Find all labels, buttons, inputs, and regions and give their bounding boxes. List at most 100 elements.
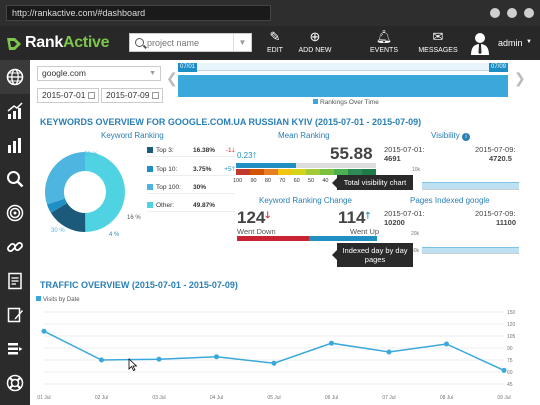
- pages-from-value: 10200: [384, 218, 405, 227]
- data-point[interactable]: [329, 340, 334, 346]
- messages-button[interactable]: ✉ MESSAGES: [417, 29, 459, 59]
- mouse-cursor-icon: [128, 358, 137, 371]
- pie-label-top3: 16 %: [127, 215, 141, 221]
- ranking-row-top3: Top 3: 16.38% -1🡓: [147, 144, 235, 157]
- lifebuoy-icon: [6, 374, 24, 392]
- rankings-timeline[interactable]: 07/01 07/09 Rankings Over Time: [178, 63, 508, 109]
- sidebar-item-search[interactable]: [0, 162, 30, 196]
- date-to-value: 2015-07-09: [106, 90, 150, 100]
- went-up-number: 114: [338, 208, 366, 227]
- keyword-ranking-title: Keyword Ranking: [101, 131, 164, 140]
- maximize-button[interactable]: [507, 8, 517, 18]
- pages-indexed-chart[interactable]: [422, 235, 519, 254]
- traffic-legend-label: Visits by Date: [43, 297, 80, 303]
- messages-label: MESSAGES: [418, 47, 458, 54]
- chevron-down-icon[interactable]: ▼: [233, 34, 251, 51]
- scale-tick: 50: [307, 178, 315, 184]
- search-engine-value: google.com: [42, 68, 86, 78]
- user-caret-icon: ▼: [526, 39, 532, 45]
- y-tick-label: 120: [507, 322, 516, 328]
- legend-swatch: [147, 184, 153, 190]
- scale-tick: 70: [279, 178, 286, 184]
- sidebar-item-support[interactable]: [0, 366, 30, 400]
- visibility-chart[interactable]: [422, 172, 519, 190]
- x-tick-label: 09 Jul: [497, 395, 510, 401]
- sidebar-item-links[interactable]: [0, 230, 30, 264]
- went-down-value: 124🡓: [237, 208, 270, 228]
- events-button[interactable]: 🔔︎ EVENTS: [368, 29, 400, 59]
- search-input[interactable]: [147, 36, 232, 49]
- arrow-up-icon: 🡑: [365, 210, 371, 220]
- data-point[interactable]: [99, 357, 104, 363]
- calendar-icon: [88, 92, 95, 99]
- timeline-prev-icon[interactable]: ❮: [166, 70, 178, 86]
- app-header: RankActive ▼ ✎ EDIT ⊕ ADD NEW 🔔︎ EVENTS …: [0, 26, 540, 60]
- add-new-button[interactable]: ⊕ ADD NEW: [297, 29, 333, 59]
- pie-label-top10: 4 %: [109, 232, 120, 238]
- donut-slice-top3[interactable]: [50, 202, 86, 232]
- add-new-label: ADD NEW: [298, 47, 332, 54]
- row-label: Top 10:: [156, 166, 178, 173]
- browser-titlebar: http://rankactive.com/#dashboard: [0, 0, 540, 26]
- row-value: 49.87%: [193, 202, 216, 209]
- timeline-next-icon[interactable]: ❯: [514, 70, 526, 86]
- donut-slice-top100[interactable]: [44, 152, 85, 205]
- minimize-button[interactable]: [490, 8, 500, 18]
- data-point[interactable]: [501, 367, 507, 373]
- project-search[interactable]: ▼: [129, 33, 252, 52]
- date-from-input[interactable]: 2015-07-01: [37, 88, 99, 103]
- close-button[interactable]: [524, 8, 534, 18]
- sidebar-item-reports[interactable]: [0, 264, 30, 298]
- mean-ranking-prev-value: 0.23: [237, 151, 253, 160]
- data-point[interactable]: [386, 349, 392, 355]
- data-point[interactable]: [444, 341, 449, 347]
- pages-to-label: 2015-07-09:: [475, 209, 516, 218]
- data-point[interactable]: [156, 356, 162, 362]
- timeline-start-label: 07/01: [178, 63, 198, 72]
- visibility-to-label: 2015-07-09:: [475, 145, 516, 154]
- logo[interactable]: RankActive: [6, 33, 109, 53]
- info-icon[interactable]: i: [461, 133, 470, 141]
- scale-tick: 80: [264, 178, 271, 184]
- logo-text: RankActive: [25, 34, 109, 52]
- sidebar-item-list[interactable]: [0, 332, 30, 366]
- visibility-from-value: 4691: [384, 154, 401, 163]
- report-icon: [8, 272, 22, 290]
- edit-button[interactable]: ✎ EDIT: [262, 29, 288, 59]
- date-from-value: 2015-07-01: [42, 90, 86, 100]
- pages-to-value: 11100: [496, 218, 517, 227]
- add-new-icon: ⊕: [309, 29, 321, 44]
- data-point[interactable]: [271, 360, 277, 366]
- row-value: 30%: [193, 184, 207, 191]
- sidebar-item-notes[interactable]: [0, 298, 30, 332]
- went-up-bar: [309, 236, 377, 241]
- went-down-label: Went Down: [237, 227, 276, 236]
- x-tick-label: 06 Jul: [325, 395, 338, 401]
- data-point[interactable]: [41, 328, 47, 334]
- sidebar-item-analytics[interactable]: [0, 128, 30, 162]
- traffic-chart[interactable]: 150 120 105 90 75 60 45 01 Jul 02 Jul 03 Jul 04 Ju…: [30, 302, 540, 405]
- y-tick-label: 60: [507, 370, 513, 376]
- bell-icon: 🔔︎: [375, 29, 393, 44]
- calendar-icon: [152, 92, 159, 99]
- donut-slice-top10[interactable]: [46, 198, 68, 213]
- arrow-down-icon: 🡓: [265, 210, 271, 220]
- sidebar-item-globe[interactable]: [0, 60, 30, 94]
- data-point[interactable]: [214, 354, 219, 360]
- url-bar[interactable]: http://rankactive.com/#dashboard: [6, 5, 271, 21]
- pages-indexed-tooltip: Indexed day by day pages: [332, 243, 413, 267]
- y-tick-label: 105: [507, 334, 516, 340]
- date-to-input[interactable]: 2015-07-09: [101, 88, 163, 103]
- timeline-range[interactable]: [178, 75, 508, 97]
- traffic-legend: Visits by Date: [36, 296, 80, 303]
- pages-axis-bottom: 40k: [411, 248, 420, 254]
- donut-slice-other[interactable]: [85, 152, 125, 232]
- sidebar-item-rankings[interactable]: [0, 94, 30, 128]
- user-menu[interactable]: admin ▼: [470, 31, 532, 55]
- sidebar-item-target[interactable]: [0, 196, 30, 230]
- visibility-title-text: Visibility: [431, 131, 460, 140]
- envelope-icon: ✉: [432, 29, 444, 44]
- ranking-change-title: Keyword Ranking Change: [259, 196, 352, 205]
- search-engine-select[interactable]: google.com ▼: [37, 66, 161, 81]
- legend-swatch: [147, 202, 153, 208]
